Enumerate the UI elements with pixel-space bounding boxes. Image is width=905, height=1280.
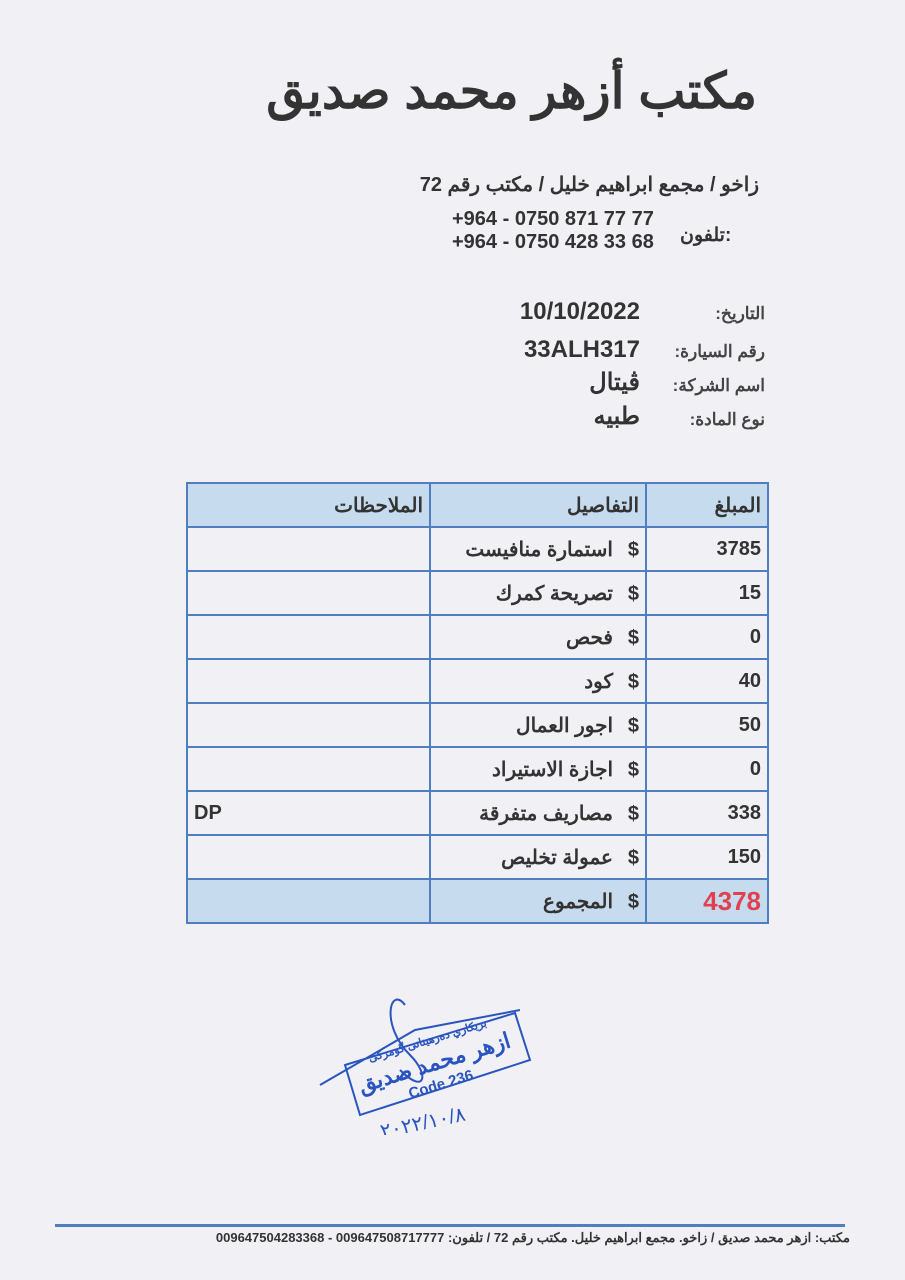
header-amount: المبلغ [645,482,769,528]
phone-label: تلفون: [680,225,732,246]
row-details: اجازة الاستيراد [492,758,613,781]
footer-divider [55,1224,845,1227]
stamp-date: ٢٠٢٢/١٠/٨ [378,1104,467,1135]
row-details: تصريحة كمرك [495,582,613,605]
charges-table: المبلغ التفاصيل الملاحظات 3785 $ استمارة … [186,482,769,924]
signature-line [319,1009,521,1086]
signature-stroke [389,998,424,1083]
office-address: زاخو / مجمع ابراهيم خليل / مكتب رقم 72 [419,174,759,196]
currency-symbol: $ [627,714,639,737]
material-value: طبيه [593,403,640,430]
currency-symbol: $ [627,626,639,649]
row-details: كود [584,670,613,693]
row-details: فحص [566,626,613,649]
row-amount: 338 [645,790,769,836]
plate-label: رقم السيارة: [674,342,765,361]
footer-text: مكتب: ازهر محمد صديق / زاخو. مجمع ابراهي… [215,1230,850,1245]
stamp-border [343,1011,532,1117]
row-amount: 150 [645,834,769,880]
currency-symbol: $ [627,670,639,693]
office-stamp: بريكاري دەرهينانى گومركى ازهر محمد صديق … [319,998,532,1135]
currency-symbol: $ [627,582,639,605]
table-row: 3785 $ استمارة منافيست [186,526,769,572]
company-label: اسم الشركة: [672,376,765,395]
date-value: 10/10/2022 [519,298,640,325]
currency-symbol: $ [627,802,639,825]
table-row: 338 $ مصاريف متفرقة DP [186,790,769,836]
plate-value: 33ALH317 [523,336,640,363]
row-details: مصاريف متفرقة [479,802,613,825]
phone-1: +964 - 0750 871 77 77 [452,208,654,230]
row-notes [186,658,431,704]
header-details: التفاصيل [429,482,647,528]
row-notes [186,746,431,792]
table-row: 15 $ تصريحة كمرك [186,570,769,616]
phone-numbers: +964 - 0750 871 77 77 +964 - 0750 428 33… [452,208,654,254]
row-notes [186,570,431,616]
table-row: 150 $ عمولة تخليص [186,834,769,880]
currency-symbol: $ [627,890,639,913]
row-notes [186,614,431,660]
row-amount: 3785 [645,526,769,572]
row-notes [186,526,431,572]
office-title: مكتب أزهر محمد صديق [266,63,757,119]
table-row: 50 $ اجور العمال [186,702,769,748]
row-amount: 0 [645,614,769,660]
row-amount: 40 [645,658,769,704]
table-row: 0 $ اجازة الاستيراد [186,746,769,792]
row-notes [186,834,431,880]
row-details: استمارة منافيست [465,538,613,561]
table-row: 0 $ فحص [186,614,769,660]
header-notes: الملاحظات [186,482,431,528]
phone-2: +964 - 0750 428 33 68 [452,231,654,253]
row-amount: 0 [645,746,769,792]
currency-symbol: $ [627,846,639,869]
row-notes: DP [186,790,431,836]
row-amount: 50 [645,702,769,748]
row-amount: 15 [645,570,769,616]
currency-symbol: $ [627,758,639,781]
company-value: ڤيتال [589,369,640,396]
total-label: المجموع [543,890,613,913]
row-details: عمولة تخليص [501,846,613,869]
table-header: المبلغ التفاصيل الملاحظات [186,482,769,528]
material-label: نوع المادة: [689,410,765,429]
total-notes [186,878,431,924]
total-amount: 4378 [645,878,769,924]
currency-symbol: $ [627,538,639,561]
date-label: التاريخ: [715,304,765,323]
row-details: اجور العمال [516,714,613,737]
total-row: 4378 $ المجموع [186,878,769,924]
table-row: 40 $ كود [186,658,769,704]
row-notes [186,702,431,748]
